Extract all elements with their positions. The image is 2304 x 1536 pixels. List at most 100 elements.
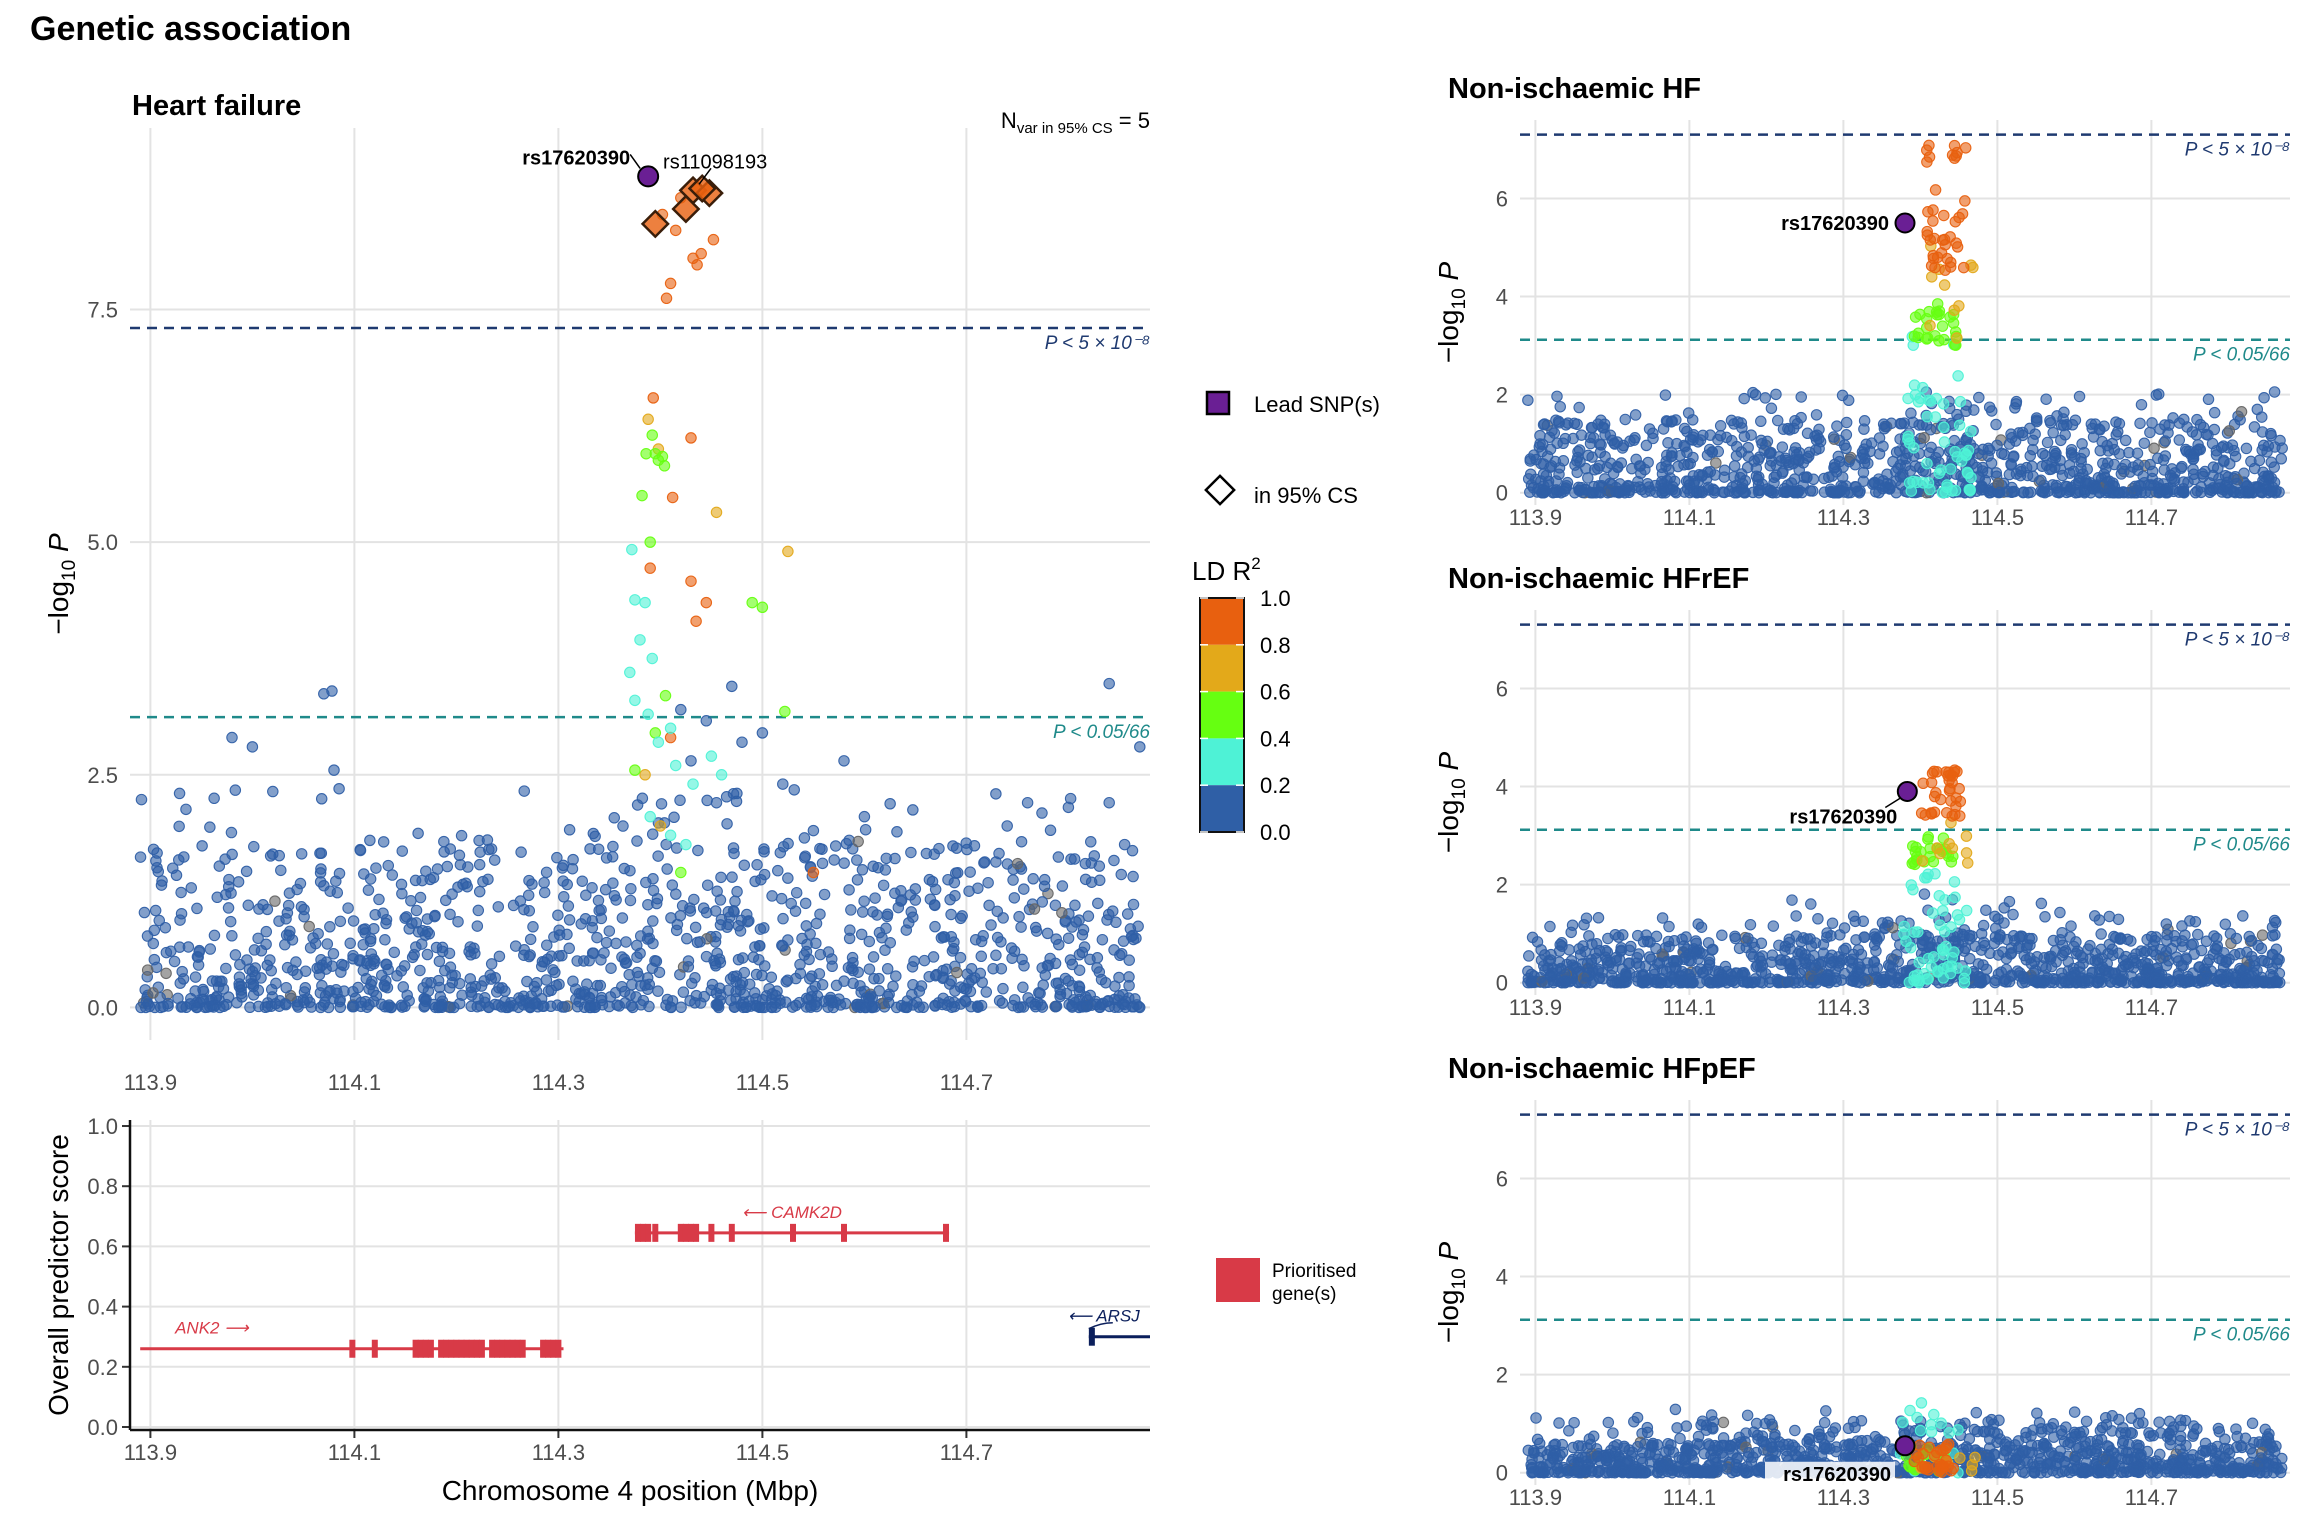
snp-point — [2254, 1466, 2266, 1479]
snp-point — [929, 883, 942, 896]
snp-point — [2073, 390, 2086, 403]
snp-point — [1647, 432, 1659, 445]
snp-point — [1826, 917, 1839, 929]
snp-point — [229, 949, 242, 961]
snp-point — [1938, 279, 1951, 291]
snp-point — [2027, 470, 2039, 483]
snp-point — [1965, 471, 1977, 484]
snp-point — [1123, 954, 1135, 966]
snp-point — [596, 998, 609, 1011]
snp-point — [1908, 926, 1920, 938]
snp-point — [1954, 395, 1967, 408]
snp-point — [856, 864, 869, 876]
snp-point — [485, 958, 498, 970]
snp-point — [1720, 431, 1733, 444]
snp-point — [1716, 929, 1728, 941]
snp-point — [1867, 964, 1880, 976]
snp-point — [1710, 975, 1722, 988]
snp-point — [1703, 953, 1716, 966]
snp-point — [292, 1001, 304, 1013]
snp-point — [990, 949, 1002, 962]
snp-point — [2262, 470, 2274, 482]
snp-point — [798, 832, 811, 844]
snp-point — [1907, 883, 1919, 896]
snp-point — [1857, 915, 1869, 928]
snp-point — [1716, 1439, 1728, 1452]
snp-point — [2041, 971, 2054, 984]
snp-point — [964, 866, 976, 878]
y-tick-label: 2 — [1496, 383, 1508, 408]
snp-point — [1938, 333, 1950, 346]
snp-point — [907, 804, 919, 816]
snp-point — [1103, 677, 1115, 690]
snp-point — [2102, 445, 2115, 457]
snp-point — [1931, 251, 1944, 264]
snp-point — [1056, 907, 1068, 919]
snp-point — [2095, 928, 2107, 940]
snp-point — [975, 950, 988, 963]
snp-point — [619, 957, 632, 969]
snp-point — [1718, 471, 1731, 483]
snp-point — [1522, 394, 1534, 407]
snp-point — [408, 948, 420, 961]
snp-point — [1108, 854, 1120, 867]
snp-point — [1018, 960, 1030, 972]
snp-point — [1935, 464, 1947, 476]
snp-point — [1669, 1403, 1682, 1416]
snp-point — [1707, 1452, 1720, 1465]
genome-wide-threshold-label: P < 5 × 10⁻⁸ — [2185, 630, 2290, 651]
snp-point — [605, 962, 617, 974]
snp-point — [1936, 234, 1949, 246]
snp-point — [725, 994, 737, 1007]
snp-point — [1916, 855, 1929, 867]
snp-point — [1805, 940, 1818, 952]
snp-point — [2025, 957, 2038, 970]
snp-point — [364, 834, 376, 847]
snp-point — [769, 997, 782, 1009]
snp-point — [326, 685, 338, 697]
snp-point — [403, 995, 415, 1007]
snp-point — [2160, 918, 2173, 930]
snp-point — [2148, 442, 2160, 454]
snp-point — [1557, 437, 1569, 450]
snp-point — [2111, 486, 2124, 499]
snp-point — [2196, 468, 2209, 480]
snp-point — [410, 904, 423, 917]
snp-point — [1008, 892, 1021, 904]
snp-point — [777, 840, 790, 853]
snp-point — [1662, 1437, 1674, 1450]
snp-point — [668, 811, 680, 824]
snp-point — [2157, 454, 2170, 466]
snp-point — [1751, 959, 1764, 972]
snp-point — [639, 596, 651, 609]
snp-point — [845, 904, 857, 916]
snp-point — [852, 835, 864, 848]
snp-point — [660, 292, 673, 305]
snp-point — [961, 968, 973, 980]
x-tick-label: 114.7 — [940, 1070, 993, 1095]
snp-point — [2059, 480, 2072, 493]
snp-point — [867, 906, 879, 918]
snp-point — [675, 866, 687, 879]
snp-point — [2119, 959, 2132, 971]
snp-point — [266, 848, 279, 860]
snp-point — [589, 830, 601, 843]
snp-point — [1921, 410, 1934, 423]
snp-point — [2035, 897, 2048, 910]
snp-point — [1943, 784, 1956, 797]
snp-point — [1989, 974, 2002, 987]
snp-point — [160, 967, 172, 980]
y-tick-label: 0 — [1496, 481, 1508, 506]
snp-point — [1993, 1414, 2005, 1427]
snp-point — [2161, 934, 2173, 947]
snp-point — [283, 887, 296, 899]
snp-point — [385, 1001, 398, 1014]
snp-point — [2264, 427, 2277, 440]
snp-point — [631, 799, 644, 811]
snp-point — [1721, 965, 1733, 978]
snp-point — [2262, 1450, 2275, 1462]
snp-point — [1064, 954, 1077, 966]
snp-point — [1650, 942, 1662, 955]
snp-point — [2182, 476, 2194, 488]
snp-point — [1966, 930, 1978, 942]
